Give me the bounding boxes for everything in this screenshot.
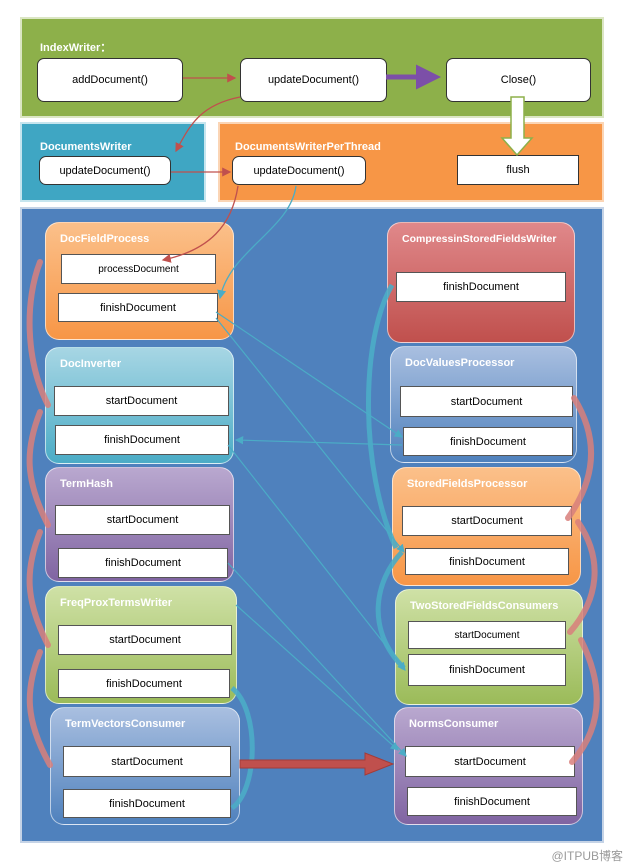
doc-values-processor-title: DocValuesProcessor: [405, 357, 515, 369]
documents-writer-title: DocumentsWriter: [40, 141, 132, 153]
compressing-finish-box: finishDocument: [396, 272, 566, 302]
arrow-close-to-flush: [500, 96, 534, 157]
doc-field-process-card: DocFieldProcess processDocument finishDo…: [45, 222, 234, 340]
documents-writer-update-box: updateDocument(): [39, 156, 171, 185]
teal-connectors: [215, 311, 407, 757]
teal-curves: [230, 283, 406, 811]
compressing-stored-fields-title: CompressinStoredFieldsWriter: [402, 233, 557, 245]
stored-fields-start-box: startDocument: [402, 506, 572, 536]
two-stored-fields-consumers-title: TwoStoredFieldsConsumers: [410, 600, 559, 612]
doc-values-processor-card: DocValuesProcessor startDocument finishD…: [390, 346, 577, 463]
update-document-box: updateDocument(): [240, 58, 387, 102]
index-writer-panel: IndexWriter： addDocument() updateDocumen…: [20, 17, 604, 118]
process-document-box: processDocument: [61, 254, 216, 284]
doc-inverter-start-box: startDocument: [54, 386, 229, 416]
term-vectors-card: TermVectorsConsumer startDocument finish…: [50, 707, 240, 825]
add-document-box: addDocument(): [37, 58, 183, 102]
arrow-dwpt-to-docfield: [161, 185, 239, 263]
term-hash-title: TermHash: [60, 478, 113, 490]
arrow-update-to-documents-writer: [175, 96, 241, 153]
arrow-termvectors-to-norms: [239, 752, 395, 776]
index-writer-title: IndexWriter：: [40, 42, 112, 54]
norms-consumer-card: NormsConsumer startDocument finishDocume…: [394, 707, 583, 825]
doc-inverter-finish-box: finishDocument: [55, 425, 229, 455]
left-chain-curves: [26, 259, 53, 768]
stored-fields-finish-box: finishDocument: [405, 548, 569, 575]
freq-prox-card: FreqProxTermsWriter startDocument finish…: [45, 586, 237, 704]
dwpt-panel: DocumentsWriterPerThread updateDocument(…: [218, 122, 604, 202]
norms-finish-box: finishDocument: [407, 787, 577, 816]
freq-prox-start-box: startDocument: [58, 625, 232, 655]
norms-consumer-title: NormsConsumer: [409, 718, 499, 730]
right-chain-curves: [565, 395, 600, 765]
doc-inverter-title: DocInverter: [60, 358, 122, 370]
doc-values-finish-box: finishDocument: [403, 427, 573, 456]
arrow-flush-to-finish: [217, 185, 297, 300]
doc-values-start-box: startDocument: [400, 386, 573, 417]
dwpt-title: DocumentsWriterPerThread: [235, 141, 381, 153]
doc-field-process-finish-box: finishDocument: [58, 293, 218, 322]
two-stored-finish-box: finishDocument: [408, 654, 566, 686]
norms-start-box: startDocument: [405, 746, 575, 777]
term-vectors-finish-box: finishDocument: [63, 789, 231, 818]
flush-box: flush: [457, 155, 579, 185]
watermark: @ITPUB博客: [551, 849, 623, 863]
doc-field-process-title: DocFieldProcess: [60, 233, 150, 245]
freq-prox-finish-box: finishDocument: [58, 669, 230, 698]
stored-fields-processor-title: StoredFieldsProcessor: [407, 478, 528, 490]
two-stored-fields-consumers-card: TwoStoredFieldsConsumers startDocument f…: [395, 589, 583, 705]
term-hash-card: TermHash startDocument finishDocument: [45, 467, 234, 582]
dwpt-update-box: updateDocument(): [232, 156, 366, 185]
compressing-stored-fields-card: CompressinStoredFieldsWriter finishDocum…: [387, 222, 575, 343]
term-hash-finish-box: finishDocument: [58, 548, 228, 578]
term-vectors-start-box: startDocument: [63, 746, 231, 777]
term-vectors-title: TermVectorsConsumer: [65, 718, 186, 730]
freq-prox-title: FreqProxTermsWriter: [60, 597, 173, 609]
stored-fields-processor-card: StoredFieldsProcessor startDocument fini…: [392, 467, 581, 586]
two-stored-start-box: startDocument: [408, 621, 566, 649]
term-hash-start-box: startDocument: [55, 505, 230, 535]
doc-inverter-card: DocInverter startDocument finishDocument: [45, 347, 234, 464]
documents-writer-panel: DocumentsWriter updateDocument(): [20, 122, 206, 202]
